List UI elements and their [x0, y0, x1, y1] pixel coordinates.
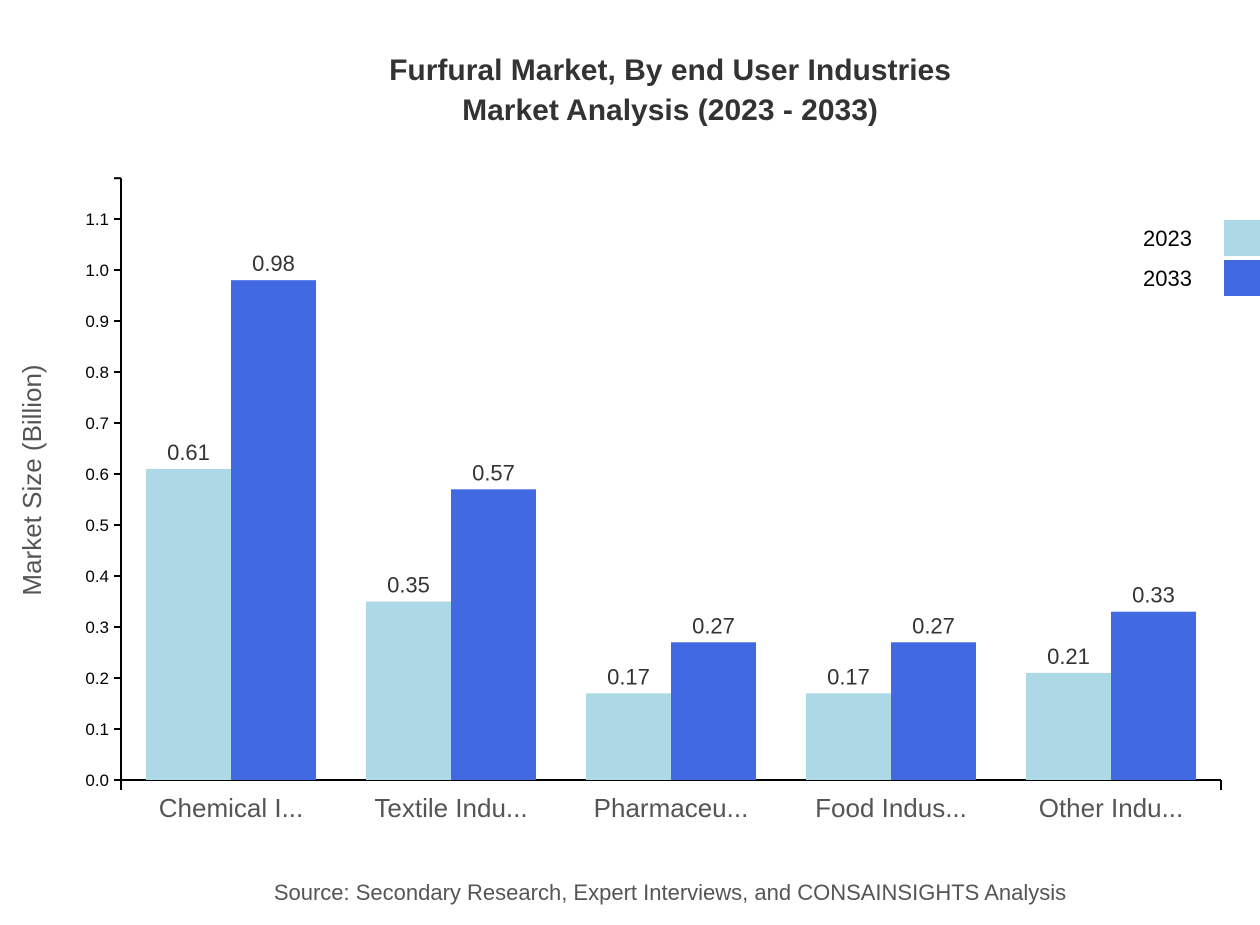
data-label: 0.61	[167, 440, 210, 465]
bar-2033	[231, 280, 316, 780]
data-label: 0.17	[827, 664, 870, 689]
data-label: 0.21	[1047, 644, 1090, 669]
bar-2023	[366, 601, 451, 780]
y-tick-label: 0.9	[85, 312, 109, 331]
legend-swatch-2023	[1224, 220, 1260, 256]
y-tick-label: 1.1	[85, 210, 109, 229]
data-label: 0.98	[252, 251, 295, 276]
bar-2033	[671, 642, 756, 780]
data-label: 0.27	[692, 613, 735, 638]
x-tick-label: Other Indu...	[1039, 793, 1184, 823]
bar-2033	[451, 489, 536, 780]
y-tick-label: 0.2	[85, 669, 109, 688]
y-axis-label: Market Size (Billion)	[17, 364, 47, 595]
x-tick-label: Textile Indu...	[374, 793, 527, 823]
chart-title-line-1: Furfural Market, By end User Industries	[389, 54, 951, 87]
y-tick-label: 0.3	[85, 618, 109, 637]
y-tick-label: 0.0	[85, 771, 109, 790]
y-tick-label: 0.8	[85, 363, 109, 382]
y-tick-label: 1.0	[85, 261, 109, 280]
bar-2023	[586, 693, 671, 780]
x-tick-label: Chemical I...	[159, 793, 304, 823]
data-label: 0.57	[472, 460, 515, 485]
y-tick-label: 0.5	[85, 516, 109, 535]
bar-2023	[1026, 672, 1111, 780]
y-tick-label: 0.7	[85, 414, 109, 433]
legend-swatch-2033	[1224, 260, 1260, 296]
y-tick-label: 0.6	[85, 465, 109, 484]
data-label: 0.27	[912, 613, 955, 638]
bar-2023	[806, 693, 891, 780]
legend-label: 2023	[1143, 226, 1192, 251]
bar-2023	[146, 468, 231, 780]
data-label: 0.35	[387, 573, 430, 598]
data-label: 0.17	[607, 664, 650, 689]
bar-2033	[891, 642, 976, 780]
bar-2033	[1111, 611, 1196, 780]
source-note: Source: Secondary Research, Expert Inter…	[274, 880, 1066, 905]
x-tick-label: Pharmaceu...	[594, 793, 749, 823]
data-label: 0.33	[1132, 583, 1175, 608]
x-tick-label: Food Indus...	[815, 793, 967, 823]
y-tick-label: 0.1	[85, 720, 109, 739]
legend-label: 2033	[1143, 266, 1192, 291]
chart-title-line-2: Market Analysis (2023 - 2033)	[462, 94, 878, 127]
y-tick-label: 0.4	[85, 567, 109, 586]
